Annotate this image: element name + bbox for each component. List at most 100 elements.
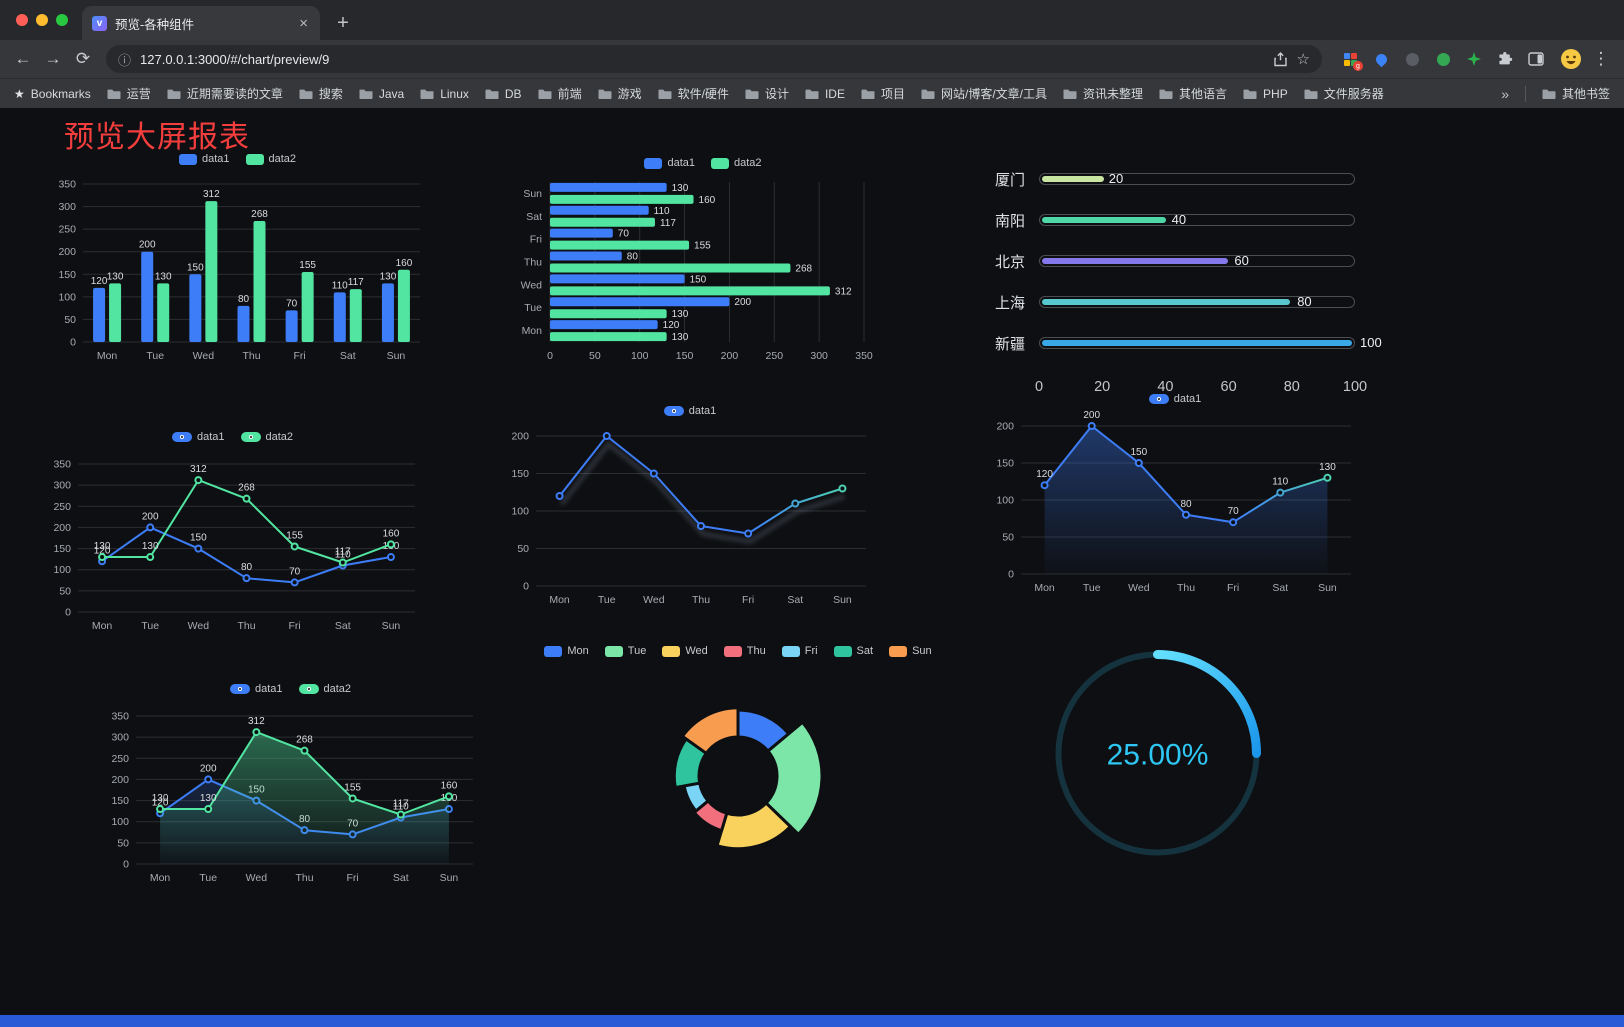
progress-row: 厦门 20 [995,168,1355,190]
legend-item-data2[interactable]: data2 [240,431,293,443]
bookmarks-overflow-chevron[interactable]: » [1501,85,1509,102]
address-bar[interactable]: ⓘ 127.0.0.1:3000/#/chart/preview/9 ☆ [106,45,1322,73]
legend-item-data2[interactable]: data2 [711,157,762,169]
bookmark-folder-item[interactable]: 运营 [107,85,151,102]
extension-dark-circle-icon[interactable] [1402,49,1422,69]
svg-text:110: 110 [1272,477,1288,488]
forward-icon[interactable]: → [44,49,62,68]
svg-text:200: 200 [721,350,739,362]
svg-text:155: 155 [299,260,316,271]
bookmark-folder-item[interactable]: IDE [805,85,845,102]
bookmark-folder-item[interactable]: 近期需要读的文章 [167,85,283,102]
bookmark-folder-item[interactable]: 搜索 [299,85,343,102]
svg-text:100: 100 [111,816,129,828]
chart-line-area[interactable]: data1 0 50 100 150 200 Mon Tue Wed Thu Fri Sat Sun 12… [985,388,1365,608]
progress-value: 60 [1234,253,1249,268]
extensions-puzzle-icon[interactable] [1495,49,1515,69]
svg-text:150: 150 [187,262,204,273]
progress-fill [1042,299,1290,305]
bookmark-folder-item[interactable]: DB [485,85,522,102]
side-panel-icon[interactable] [1526,49,1546,69]
legend-item-data1[interactable]: data1 [644,157,695,169]
bookmark-item-bookmarks[interactable]: ★ Bookmarks [14,87,91,101]
svg-text:130: 130 [1319,462,1336,473]
bookmark-folder-item[interactable]: Linux [420,85,469,102]
tab-close-icon[interactable]: × [299,14,308,32]
bookmark-folder-item[interactable]: PHP [1243,85,1288,102]
browser-tab[interactable]: v 预览-各种组件 × [82,6,320,40]
progress-value: 80 [1297,294,1312,309]
svg-text:100: 100 [53,564,71,576]
profile-avatar[interactable] [1560,48,1582,70]
legend-item-data1[interactable]: data1 [178,153,230,165]
bookmark-folder-item[interactable]: 文件服务器 [1304,85,1384,102]
minimize-window-button[interactable] [36,14,48,26]
chart-bar-horizontal[interactable]: data1 data2 0 50 100 150 200 250 300 350 Mon 120 130… [508,152,898,376]
legend-item-Tue[interactable]: Tue [604,645,646,657]
reload-icon[interactable]: ⟳ [75,49,91,68]
extension-grid-icon[interactable]: g [1340,49,1363,71]
bookmark-folder-item[interactable]: 其他语言 [1159,85,1227,102]
legend-item-Wed[interactable]: Wed [662,645,708,657]
bookmark-folder-item[interactable]: 设计 [745,85,789,102]
svg-text:130: 130 [152,793,169,804]
legend-item-data2[interactable]: data2 [245,153,296,165]
legend-item-data1[interactable]: data1 [663,405,716,417]
legend-item-Sun[interactable]: Sun [889,645,932,657]
svg-text:Sat: Sat [526,211,542,223]
site-info-icon[interactable]: ⓘ [118,52,132,68]
extension-sparkle-icon[interactable] [1464,49,1484,69]
browser-menu-icon[interactable]: ⋮ [1592,49,1610,68]
line-area-canvas: 0 50 100 150 200 Mon Tue Wed Thu Fri Sat Sun 120 200 1… [996,410,1351,594]
url-text[interactable]: 127.0.0.1:3000/#/chart/preview/9 [140,51,330,67]
legend-item-data1[interactable]: data1 [229,683,283,695]
svg-text:Mon: Mon [522,325,543,337]
svg-text:250: 250 [766,350,784,362]
svg-text:80: 80 [238,294,250,305]
progress-value: 100 [1360,335,1382,350]
svg-text:110: 110 [335,549,351,560]
other-bookmarks-folder[interactable]: 其他书签 [1542,85,1610,102]
share-icon[interactable] [1273,51,1288,67]
legend-item-Mon[interactable]: Mon [544,645,589,657]
chart-legend: data1 data2 [508,152,898,174]
svg-text:25.00%: 25.00% [1107,739,1209,772]
bookmark-folder-item[interactable]: 资讯未整理 [1063,85,1143,102]
legend-item-data1[interactable]: data1 [1148,393,1201,405]
extension-drop-icon[interactable] [1371,49,1391,69]
svg-text:100: 100 [996,495,1014,507]
chart-line-two-series[interactable]: data1 data2 0 50 100 150 200 250 300 350 Mon Tue Wed… [40,426,425,646]
close-window-button[interactable] [16,14,28,26]
chart-line-two-area[interactable]: data1 data2 0 50 100 150 200 250 300 350 Mon Tue Wed… [98,678,483,898]
chart-gauge[interactable]: 25.00% [1040,636,1275,871]
svg-text:150: 150 [190,533,207,544]
svg-text:150: 150 [690,274,707,285]
svg-text:100: 100 [631,350,649,362]
bookmark-folder-item[interactable]: 游戏 [598,85,642,102]
bookmark-folder-item[interactable]: 软件/硬件 [658,85,729,102]
legend-item-data1[interactable]: data1 [171,431,225,443]
svg-text:Wed: Wed [1128,582,1150,594]
extension-green-circle-icon[interactable] [1433,49,1453,69]
bookmark-folder-item[interactable]: 前端 [538,85,582,102]
new-tab-button[interactable]: + [337,11,349,34]
bookmark-folder-item[interactable]: Java [359,85,404,102]
bookmark-folder-item[interactable]: 网站/博客/文章/工具 [921,85,1047,102]
svg-text:Mon: Mon [92,620,113,632]
legend-item-data2[interactable]: data2 [298,683,351,695]
bookmark-folder-item[interactable]: 项目 [861,85,905,102]
svg-text:Wed: Wed [188,620,210,632]
legend-item-Sat[interactable]: Sat [833,645,873,657]
back-icon[interactable]: ← [14,49,32,68]
svg-text:Thu: Thu [295,872,313,884]
fullscreen-window-button[interactable] [56,14,68,26]
chart-rose-doughnut[interactable]: Mon Tue Wed Thu Fri Sat Sun [544,640,932,940]
bookmark-star-icon[interactable]: ☆ [1296,51,1310,68]
chart-line-gradient[interactable]: data1 0 50 100 150 200 Mon Tue Wed Thu Fri Sat Sun [500,400,880,620]
svg-text:150: 150 [111,795,129,807]
legend-item-Fri[interactable]: Fri [781,645,818,657]
chart-bar-grouped[interactable]: data1 data2 0 50 100 150 200 250 300 350 Mon Tue Wed… [45,148,430,376]
chart-progress-bars[interactable]: 厦门 20 南阳 40 北京 60 上海 80 新疆 100 0 20 40 60 80 100 [995,154,1382,404]
legend-item-Thu[interactable]: Thu [723,645,766,657]
progress-label: 南阳 [995,212,1026,230]
